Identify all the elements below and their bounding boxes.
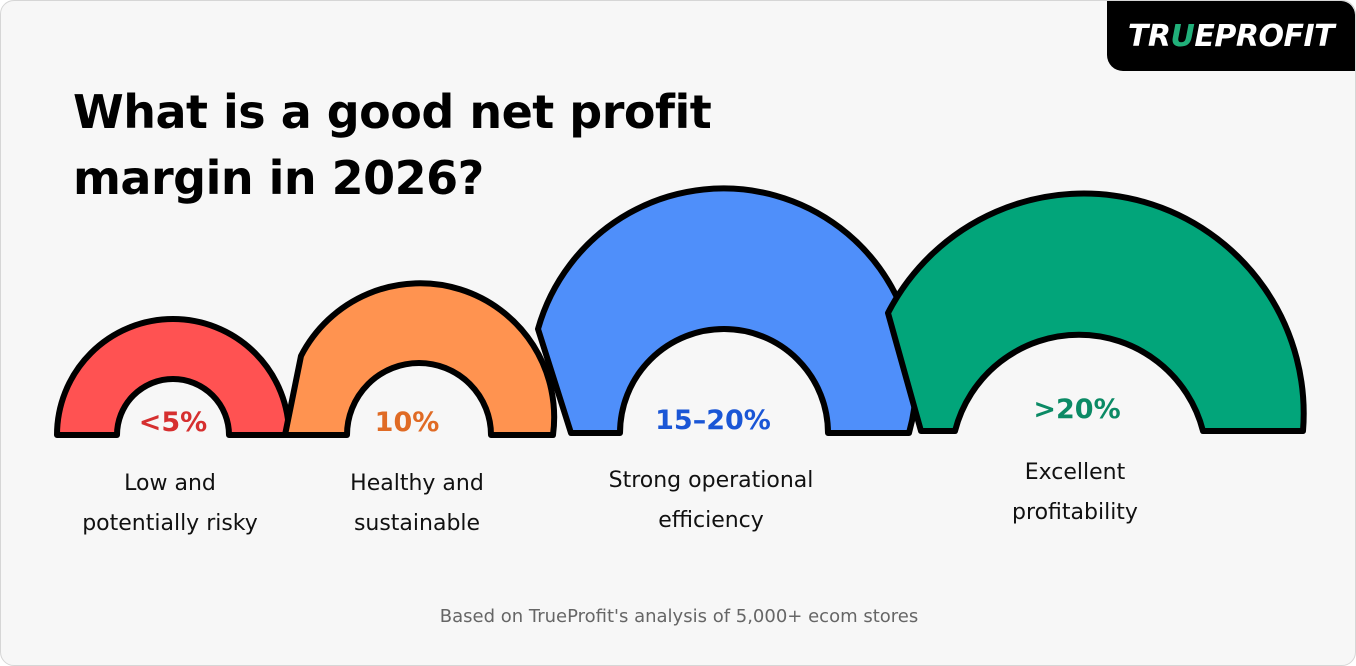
footnote: Based on TrueProfit's analysis of 5,000+… [439,606,919,627]
tier-desc-low: Low and potentially risky [82,471,258,536]
tier-desc-strong: Strong operational efficiency [608,468,814,533]
page-title: What is a good net profit margin in 2026… [73,85,712,205]
tier-value-strong: 15–20% [655,405,771,436]
arrow-up-icon: U [1170,18,1195,54]
arch-green [885,190,1307,434]
tier-desc-excellent: Excellent profitability [1012,460,1138,525]
tier-desc-healthy: Healthy and sustainable [350,471,484,536]
tier-value-low: <5% [138,407,208,438]
tier-value-healthy: 10% [374,407,440,438]
arch-blue [535,185,920,436]
logo-wordmark: TRUEPROFIT [1127,18,1335,54]
arch-orange [282,280,558,438]
tier-value-excellent: >20% [1033,394,1121,425]
arch-red [54,316,292,438]
trueprofit-logo: TRUEPROFIT [1107,1,1355,71]
